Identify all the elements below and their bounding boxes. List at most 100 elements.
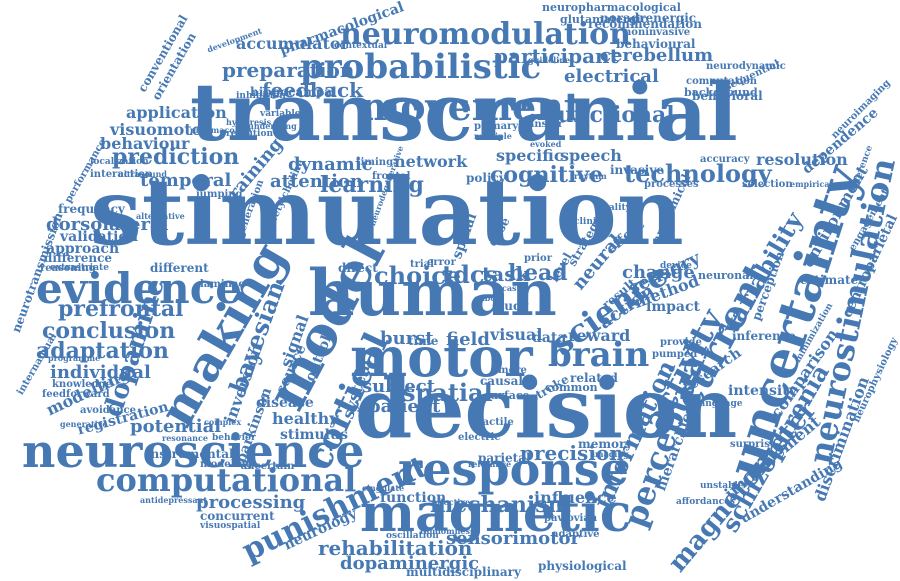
word-pumped: pumped <box>652 349 698 360</box>
word-task: task <box>482 262 530 286</box>
word-tactile: tactile <box>478 417 514 428</box>
word-response: response <box>398 442 629 496</box>
word-instrumental: instrumental <box>146 447 234 461</box>
word-glutamatergic: glutamatergic <box>560 13 648 26</box>
word-application: application <box>126 103 227 122</box>
word-functional: functional <box>548 102 675 128</box>
word-prior: prior <box>524 253 552 264</box>
word-behaviour: behaviour <box>100 134 190 153</box>
word-hysteresis: hysteresis <box>226 117 272 127</box>
word-ultrasound: ultrasound <box>118 169 168 179</box>
word-behavior: behavior <box>212 433 256 443</box>
word-variable: variable <box>260 109 301 119</box>
word-estimate: estimate <box>800 273 859 287</box>
word-inhibition: inhibition <box>236 91 286 101</box>
word-study: study <box>492 299 529 313</box>
word-cingulate: cingulate <box>362 483 405 493</box>
word-probabilistic: probabilistic <box>300 47 542 87</box>
word-modeling: modeling <box>200 459 253 470</box>
word-prediction: prediction <box>112 144 240 170</box>
word-rehabilitation: rehabilitation <box>318 536 473 560</box>
word-quality: quality <box>596 203 631 213</box>
word-neuronal: neuronal <box>698 269 754 282</box>
word-subject: subject <box>362 376 436 397</box>
word-temporal: temporal <box>140 170 232 191</box>
word-pharmacology: pharmacology <box>190 125 254 135</box>
word-mechanism: mechanism <box>430 492 571 518</box>
word-tdcs: tdcs <box>442 260 498 289</box>
word-brain: brain <box>548 335 650 375</box>
word-jumping: jumping <box>196 189 243 200</box>
word-policy: policy <box>466 171 506 185</box>
word-oscillation: oscillation <box>386 531 439 541</box>
word-feedforward: feedforward <box>42 389 110 400</box>
word-neurodynamic: neurodynamic <box>706 61 786 72</box>
word-imaging: imaging <box>592 449 629 459</box>
word-accuracy: accuracy <box>700 154 750 165</box>
word-visuospatial: visuospatial <box>200 521 261 531</box>
word-human: human <box>308 256 557 331</box>
word-parietal: parietal <box>478 451 531 465</box>
word-dopaminergic: dopaminergic <box>340 553 480 574</box>
word-unstable: unstable <box>700 481 744 491</box>
word-direct: direct <box>338 261 378 275</box>
word-cerebellum: cerebellum <box>600 45 714 66</box>
word-specific: specific <box>496 146 564 165</box>
word-preparation: preparation <box>222 58 355 82</box>
word-stimulation: stimulation <box>90 158 684 266</box>
word-computational: computational <box>96 461 357 499</box>
word-processing: processing <box>196 492 306 513</box>
word-empirical: empirical <box>790 179 833 189</box>
word-clinical: clinical <box>574 217 612 227</box>
word-burst: burst <box>380 328 434 349</box>
word-participant: participant <box>494 44 619 68</box>
word-visuomotor: visuomotor <box>110 120 211 139</box>
word-intensity: intensity <box>728 383 797 399</box>
word-stimulus: stimulus <box>280 427 349 443</box>
word-technology: technology <box>624 159 772 188</box>
word-head: head <box>508 260 568 286</box>
word-patient: patient <box>368 396 441 417</box>
word-provide: provide <box>660 337 702 348</box>
word-precision: precision <box>520 441 624 465</box>
word-time: time <box>408 334 439 348</box>
word-surprise: surprise <box>730 439 777 450</box>
word-transcranial: transcranial <box>190 65 738 159</box>
word-relevance: relevance <box>468 459 512 469</box>
word-physiological: physiological <box>538 559 627 573</box>
word-underlying: underlying <box>248 121 297 131</box>
word-individual: individual <box>50 362 151 383</box>
word-evoked: evoked <box>530 139 562 149</box>
word-processes: processes <box>644 179 699 190</box>
word-concurrent: concurrent <box>200 509 275 523</box>
word-change: change <box>622 262 695 283</box>
word-multiple: multiple <box>474 131 512 141</box>
word-selection: selection <box>742 179 793 190</box>
word-inference: inference <box>732 329 796 343</box>
word-network: network <box>394 152 468 171</box>
word-function: function <box>380 490 447 506</box>
word-frequency: frequency <box>58 202 125 216</box>
word-randomness: randomness <box>420 526 475 536</box>
word-causal: causal <box>480 374 523 388</box>
word-influence: influence <box>534 488 617 507</box>
word-field: field <box>446 329 490 350</box>
word-programme: programme <box>48 353 101 363</box>
word-validation: validation <box>60 229 139 245</box>
word-avoidance: avoidance <box>80 405 136 416</box>
word-guideline: guideline <box>528 55 571 65</box>
word-evidence: evidence <box>36 264 243 313</box>
word-surface: surface <box>484 389 530 402</box>
word-alternative: alternative <box>136 211 185 221</box>
word-laminae: laminae <box>200 279 245 290</box>
word-disease: disease <box>256 395 314 411</box>
word-electric: electric <box>458 432 501 443</box>
word-recommendation: recommendation <box>588 17 703 31</box>
word-reward: reward <box>568 326 631 345</box>
word-timing: timing <box>356 157 394 168</box>
word-dorsolateral: dorsolateral <box>46 214 169 235</box>
word-learning: learning <box>320 172 424 198</box>
word-potential: potential <box>130 416 222 437</box>
word-spatial: spatial <box>402 378 493 407</box>
word-device: device <box>660 261 692 271</box>
